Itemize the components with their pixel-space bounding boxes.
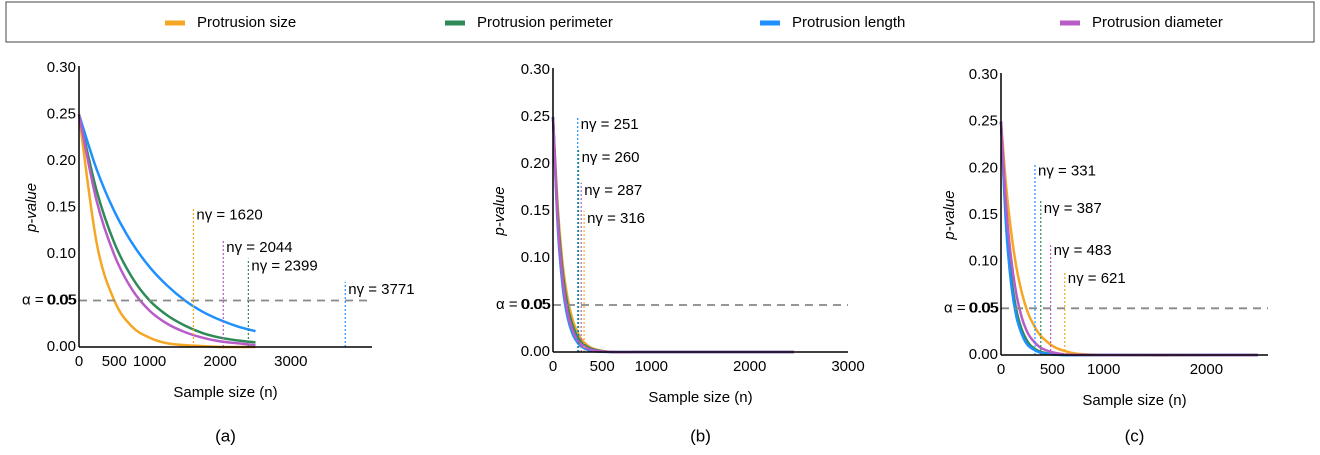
annotation-label: nγ = 2044 bbox=[226, 239, 292, 256]
caption: (b) bbox=[690, 426, 711, 445]
data-line bbox=[999, 121, 1258, 357]
annotation-label: nγ = 2399 bbox=[251, 258, 317, 275]
y-tick-label: 0.15 bbox=[521, 202, 550, 219]
caption: (c) bbox=[1125, 426, 1145, 445]
x-tick-label: 2000 bbox=[1190, 361, 1223, 378]
x-axis-label: Sample size (n) bbox=[173, 384, 277, 401]
x-tick-label: 500 bbox=[102, 353, 127, 370]
data-line bbox=[999, 121, 1258, 357]
legend-label: Protrusion length bbox=[792, 14, 905, 31]
y-tick-label: 0.25 bbox=[47, 105, 76, 122]
y-tick-label: 0.00 bbox=[969, 346, 998, 363]
y-tick-label: 0.25 bbox=[521, 108, 550, 125]
y-tick-label: 0.20 bbox=[47, 152, 76, 169]
y-tick-label: 0.20 bbox=[969, 159, 998, 176]
annotation-label: nγ = 251 bbox=[581, 116, 639, 133]
x-tick-label: 0 bbox=[549, 358, 557, 375]
y-tick-label: 0.10 bbox=[521, 249, 550, 266]
legend-box bbox=[5, 1, 1315, 43]
x-tick-label: 500 bbox=[590, 358, 615, 375]
annotation-label: nγ = 1620 bbox=[196, 206, 262, 223]
x-tick-label: 2000 bbox=[733, 358, 766, 375]
y-tick-label: 0.30 bbox=[47, 59, 76, 76]
x-tick-label: 0 bbox=[75, 353, 83, 370]
annotation-label: nγ = 260 bbox=[582, 149, 640, 166]
y-axis-label: p-value bbox=[941, 190, 958, 240]
y-tick-label: 0.15 bbox=[969, 206, 998, 223]
data-line bbox=[999, 121, 1258, 357]
threshold-label: α = 0.05 bbox=[22, 291, 77, 308]
threshold-label: α = 0.05 bbox=[496, 296, 551, 313]
x-tick-label: 2000 bbox=[204, 353, 237, 370]
x-tick-label: 1000 bbox=[133, 353, 166, 370]
y-tick-label: 0.20 bbox=[521, 155, 550, 172]
y-tick-label: 0.05 bbox=[521, 296, 550, 313]
data-line bbox=[77, 114, 256, 333]
threshold-label: α = 0.05 bbox=[944, 299, 999, 316]
x-tick-label: 3000 bbox=[831, 358, 864, 375]
annotation-label: nγ = 3771 bbox=[348, 281, 414, 298]
data-line bbox=[77, 114, 256, 344]
y-tick-label: 0.00 bbox=[521, 343, 550, 360]
x-axis-label: Sample size (n) bbox=[648, 389, 752, 406]
legend-label: Protrusion size bbox=[197, 14, 296, 31]
annotation-label: nγ = 387 bbox=[1044, 200, 1102, 217]
annotation-label: nγ = 287 bbox=[584, 182, 642, 199]
data-line bbox=[999, 121, 1258, 357]
y-tick-label: 0.10 bbox=[47, 245, 76, 262]
x-tick-label: 1000 bbox=[1087, 361, 1120, 378]
legend-label: Protrusion diameter bbox=[1092, 14, 1223, 31]
x-tick-label: 1000 bbox=[635, 358, 668, 375]
annotation-label: nγ = 316 bbox=[587, 210, 645, 227]
y-tick-label: 0.05 bbox=[969, 299, 998, 316]
data-line bbox=[77, 114, 256, 347]
x-tick-label: 3000 bbox=[274, 353, 307, 370]
y-tick-label: 0.30 bbox=[521, 61, 550, 78]
x-tick-label: 500 bbox=[1040, 361, 1065, 378]
legend-label: Protrusion perimeter bbox=[477, 14, 613, 31]
annotation-label: nγ = 483 bbox=[1054, 242, 1112, 259]
y-tick-label: 0.10 bbox=[969, 253, 998, 270]
y-tick-label: 0.15 bbox=[47, 198, 76, 215]
caption: (a) bbox=[215, 426, 236, 445]
y-tick-label: 0.00 bbox=[47, 338, 76, 355]
x-tick-label: 0 bbox=[997, 361, 1005, 378]
y-tick-label: 0.30 bbox=[969, 66, 998, 83]
y-tick-label: 0.05 bbox=[47, 291, 76, 308]
y-axis-label: p-value bbox=[491, 186, 508, 236]
x-axis-label: Sample size (n) bbox=[1082, 392, 1186, 409]
annotation-label: nγ = 331 bbox=[1038, 163, 1096, 180]
y-tick-label: 0.25 bbox=[969, 113, 998, 130]
annotation-label: nγ = 621 bbox=[1068, 270, 1126, 287]
y-axis-label: p-value bbox=[23, 183, 40, 233]
